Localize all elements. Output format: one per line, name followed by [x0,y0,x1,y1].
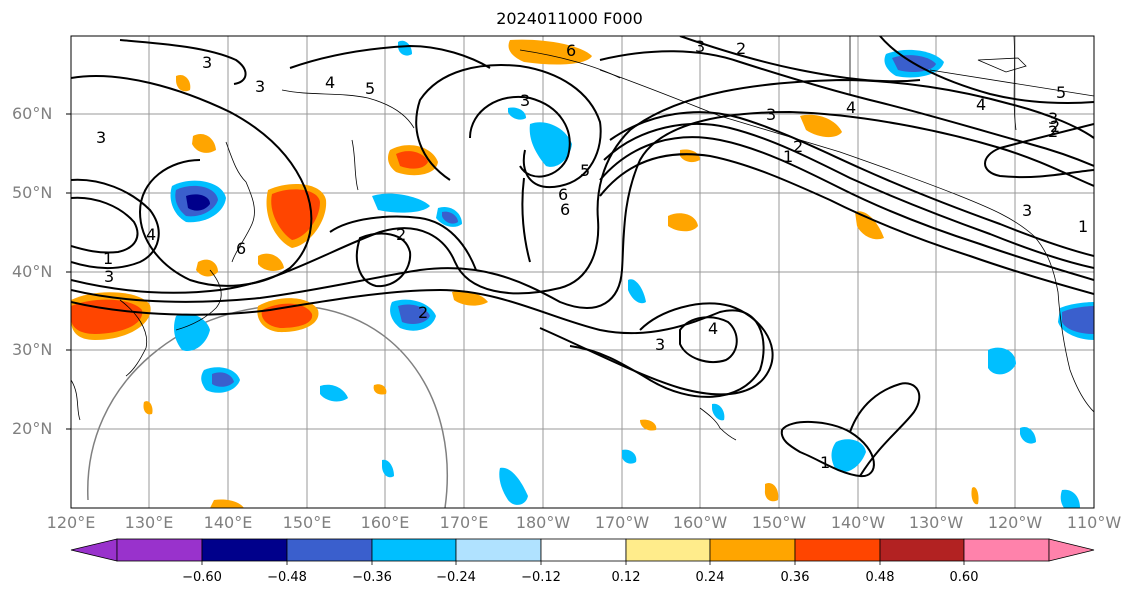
plot-title: 2024011000 F000 [496,9,643,28]
lon-label-140w: 140°W [830,513,886,532]
colorbar-tick: 0.36 [780,570,810,585]
contour-label: 4 [708,319,718,338]
contour-label: 4 [846,98,856,117]
contour-label: 3 [96,128,106,147]
contour-label: 1 [1078,217,1088,236]
colorbar [70,538,1095,565]
colorbar-tick: 0.24 [695,570,725,585]
lat-label-40n: 40°N [12,262,53,281]
colorbar-tick: 0.12 [611,570,641,585]
contour-label: 1 [820,453,830,472]
gridlines [71,36,1094,508]
contour-label: 6 [558,185,568,204]
axis-ticks [66,113,71,430]
shaded-regions [71,39,1094,508]
colorbar-tick: −0.36 [352,570,392,585]
coastlines [71,36,1094,441]
lon-label-160e: 160°E [360,513,410,532]
lon-label-120e: 120°E [46,513,96,532]
contour-label: 3 [1048,109,1058,128]
colorbar-tick: −0.48 [267,570,307,585]
lat-label-30n: 30°N [12,340,53,359]
contour-label: 1 [783,147,793,166]
colorbar-extend-low [70,538,118,562]
lon-label-170e: 170°E [439,513,489,532]
colorbar-extend-high [1048,538,1095,562]
contour-label: 5 [1056,83,1066,102]
colorbar-tick: 0.60 [949,570,979,585]
contour-label: 1 [103,249,113,268]
contour-label: 3 [104,267,114,286]
lon-label-120w: 120°W [987,513,1043,532]
contour-label: 3 [766,105,776,124]
contour-label: 2 [736,39,746,58]
contour-lines [71,36,1094,478]
contour-label: 5 [580,161,590,180]
contour-label: 4 [146,225,156,244]
contour-label: 3 [255,77,265,96]
range-circle [87,304,449,508]
contour-label: 6 [560,200,570,219]
colorbar-tick: −0.24 [436,570,476,585]
lon-label-150w: 150°W [751,513,807,532]
lat-label-50n: 50°N [12,183,53,202]
lon-label-130e: 130°E [124,513,174,532]
lon-label-130w: 130°W [908,513,964,532]
contour-label: 2 [396,225,406,244]
contour-label: 3 [520,91,530,110]
lon-label-170w: 170°W [594,513,650,532]
contour-label: 3 [1022,201,1032,220]
lon-label-110w: 110°W [1066,513,1122,532]
lon-label-150e: 150°E [282,513,332,532]
contour-label: 3 [695,37,705,56]
contour-label: 4 [976,95,986,114]
colorbar-tick: −0.60 [182,570,222,585]
lon-label-180w: 180°W [515,513,571,532]
lat-label-60n: 60°N [12,104,53,123]
contour-label: 2 [793,137,803,156]
colorbar-tick: 0.48 [865,570,895,585]
lon-label-160w: 160°W [672,513,728,532]
contour-label-group: 3 3 4 5 3 3 2 3 4 5 2 3 1 2 1 4 6 6 2 3 … [96,37,1088,472]
lon-label-140e: 140°E [203,513,253,532]
contour-label: 3 [655,335,665,354]
contour-label: 5 [365,79,375,98]
contour-label: 2 [418,303,428,322]
contour-label: 4 [325,73,335,92]
lat-label-20n: 20°N [12,419,53,438]
contour-label: 6 [566,41,576,60]
contour-label: 2 [1048,122,1058,141]
contour-label: 6 [236,239,246,258]
contour-label: 3 [202,53,212,72]
colorbar-tick: −0.12 [521,570,561,585]
contour-label: 2 [1050,117,1060,136]
